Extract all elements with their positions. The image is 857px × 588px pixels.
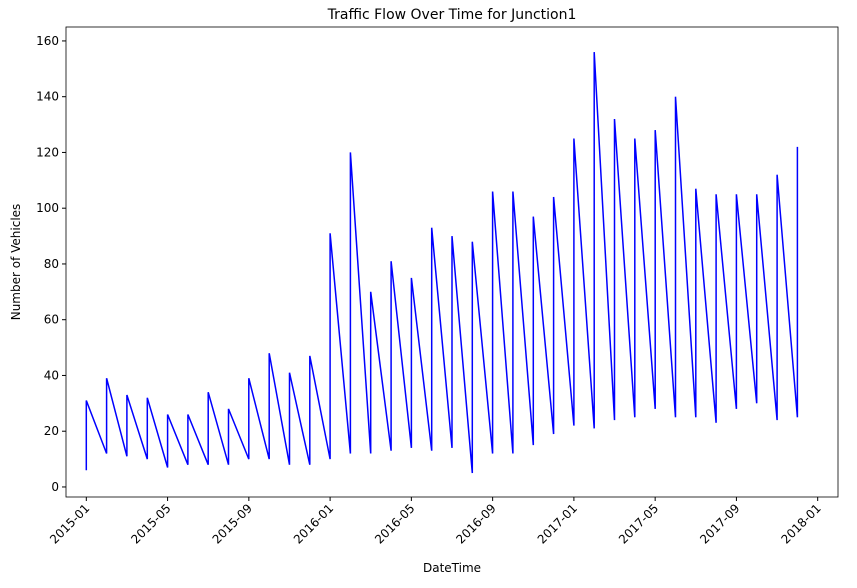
- data-line: [85, 52, 799, 474]
- y-tick-label: 0: [51, 480, 59, 494]
- plot-frame: [65, 26, 839, 498]
- y-tick-label: 120: [36, 145, 59, 159]
- x-axis-label: DateTime: [423, 561, 481, 575]
- y-tick-label: 100: [36, 201, 59, 215]
- y-tick-label: 40: [44, 368, 59, 382]
- y-tick-label: 160: [36, 34, 59, 48]
- y-tick-label: 140: [36, 90, 59, 104]
- y-axis-label: Number of Vehicles: [9, 204, 23, 321]
- y-tick-label: 60: [44, 313, 59, 327]
- y-tick-label: 80: [44, 257, 59, 271]
- y-tick-label: 20: [44, 424, 59, 438]
- chart-title: Traffic Flow Over Time for Junction1: [327, 7, 577, 23]
